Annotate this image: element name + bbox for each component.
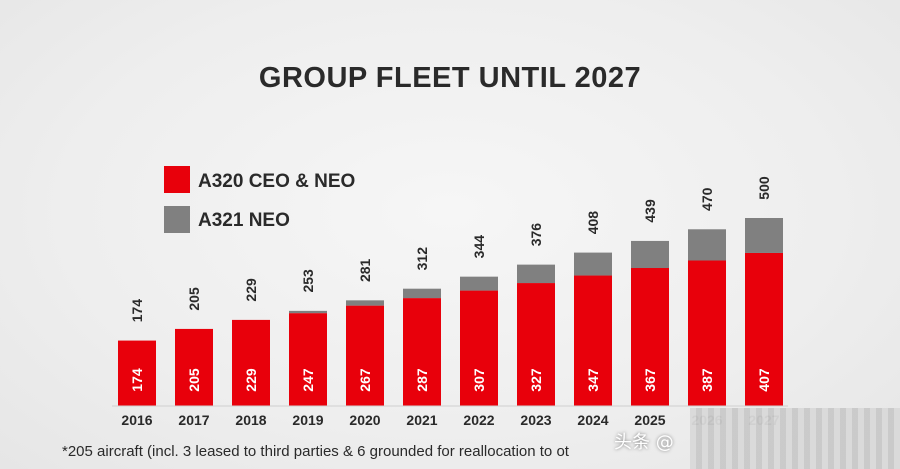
bar-total-label-2026: 470 xyxy=(699,187,715,211)
x-tick-label-2021: 2021 xyxy=(406,412,437,428)
x-tick-label-2024: 2024 xyxy=(577,412,608,428)
bar-a320-2016 xyxy=(118,340,156,406)
bar-a320-2027 xyxy=(745,252,783,406)
bar-a320-2022 xyxy=(460,290,498,406)
x-tick-label-2018: 2018 xyxy=(235,412,266,428)
bar-value-label-2018: 229 xyxy=(243,368,259,392)
bar-value-label-2021: 287 xyxy=(414,368,430,392)
legend-label-a321: A321 NEO xyxy=(198,210,290,231)
bar-total-label-2017: 205 xyxy=(186,287,202,311)
blurred-region xyxy=(690,408,900,469)
bar-a320-2020 xyxy=(346,305,384,406)
bar-value-label-2017: 205 xyxy=(186,368,202,392)
bar-total-label-2024: 408 xyxy=(585,211,601,235)
bar-value-label-2024: 347 xyxy=(585,368,601,392)
bar-a320-2019 xyxy=(289,313,327,406)
x-tick-label-2017: 2017 xyxy=(178,412,209,428)
bar-total-label-2027: 500 xyxy=(756,176,772,200)
bar-total-label-2018: 229 xyxy=(243,278,259,302)
bar-value-label-2023: 327 xyxy=(528,368,544,392)
bar-total-label-2021: 312 xyxy=(414,247,430,271)
bar-total-label-2025: 439 xyxy=(642,199,658,223)
x-tick-label-2020: 2020 xyxy=(349,412,380,428)
bar-a320-2025 xyxy=(631,268,669,406)
bar-value-label-2027: 407 xyxy=(756,368,772,392)
bar-a321-2025 xyxy=(631,240,669,269)
bar-a321-2024 xyxy=(574,252,612,276)
x-tick-label-2016: 2016 xyxy=(121,412,152,428)
legend-swatch-a320 xyxy=(164,166,190,193)
bar-value-label-2026: 387 xyxy=(699,368,715,392)
bar-a320-2023 xyxy=(517,283,555,406)
bar-total-label-2023: 376 xyxy=(528,223,544,247)
x-tick-label-2019: 2019 xyxy=(292,412,323,428)
bar-a321-2027 xyxy=(745,218,783,253)
bar-value-label-2016: 174 xyxy=(129,368,145,392)
bar-a320-2026 xyxy=(688,260,726,406)
bar-value-label-2022: 307 xyxy=(471,368,487,392)
bar-total-label-2020: 281 xyxy=(357,258,373,282)
footnote: *205 aircraft (incl. 3 leased to third p… xyxy=(62,443,569,460)
bar-a320-2024 xyxy=(574,275,612,406)
bar-value-label-2019: 247 xyxy=(300,368,316,392)
bar-a321-2021 xyxy=(403,288,441,299)
legend-swatch-a321 xyxy=(164,206,190,233)
watermark: 头条 @ xyxy=(614,432,674,453)
chart-title: GROUP FLEET UNTIL 2027 xyxy=(259,62,641,94)
bar-a321-2026 xyxy=(688,229,726,261)
bar-value-label-2025: 367 xyxy=(642,368,658,392)
bar-total-label-2022: 344 xyxy=(471,235,487,259)
bar-total-label-2019: 253 xyxy=(300,269,316,293)
bar-a320-2017 xyxy=(175,328,213,406)
bars-group: 174 174 2016 205 205 2017 229 229 2018 247 253 2019… xyxy=(118,176,783,428)
legend-label-a320: A320 CEO & NEO xyxy=(198,171,355,192)
bar-a320-2018 xyxy=(232,319,270,406)
x-tick-label-2022: 2022 xyxy=(463,412,494,428)
bar-a321-2023 xyxy=(517,264,555,284)
bar-a320-2021 xyxy=(403,298,441,406)
bar-a321-2020 xyxy=(346,300,384,306)
bar-total-label-2016: 174 xyxy=(129,299,145,323)
x-tick-label-2023: 2023 xyxy=(520,412,551,428)
bar-a321-2019 xyxy=(289,310,327,314)
bar-value-label-2020: 267 xyxy=(357,368,373,392)
x-tick-label-2025: 2025 xyxy=(634,412,665,428)
bar-a321-2022 xyxy=(460,276,498,291)
